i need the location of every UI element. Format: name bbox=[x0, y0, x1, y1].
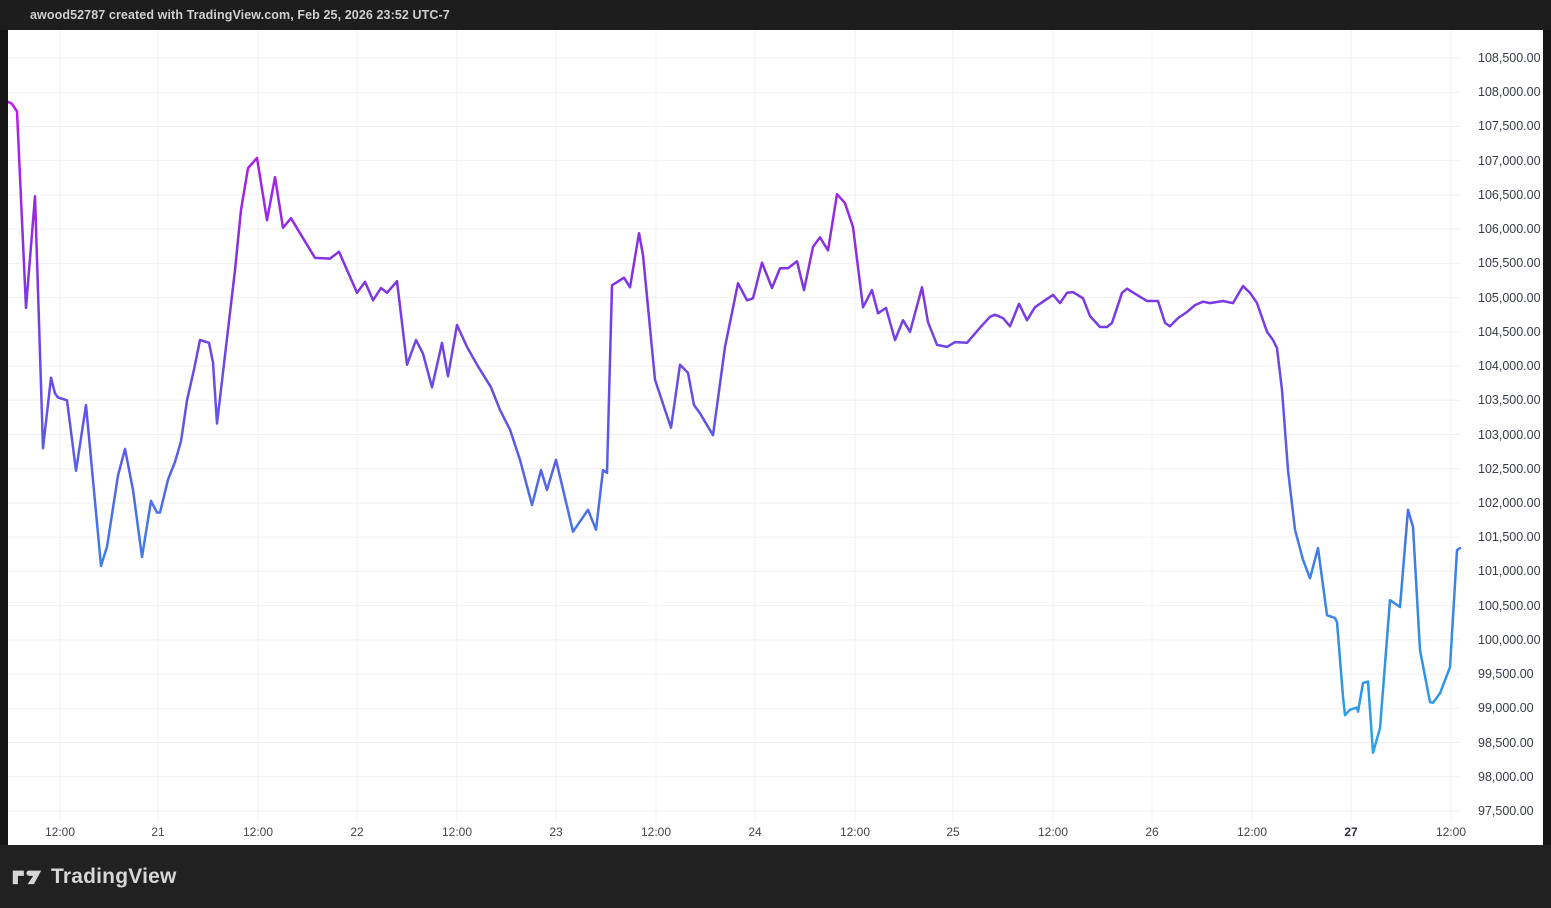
price-axis-label: 99,500.00 bbox=[1478, 667, 1534, 682]
price-axis-label: 102,000.00 bbox=[1478, 495, 1541, 510]
time-axis-label: 25 bbox=[946, 825, 960, 839]
price-axis-label: 104,500.00 bbox=[1478, 324, 1541, 339]
time-axis-label: 23 bbox=[549, 825, 563, 839]
price-axis-label: 108,000.00 bbox=[1478, 85, 1541, 100]
price-axis-label: 103,500.00 bbox=[1478, 393, 1541, 408]
time-axis-label: 24 bbox=[748, 825, 762, 839]
price-axis-label: 97,500.00 bbox=[1478, 804, 1534, 818]
price-axis-label: 100,500.00 bbox=[1478, 598, 1541, 613]
time-axis-label: 12:00 bbox=[242, 825, 274, 839]
price-axis-label: 107,500.00 bbox=[1478, 119, 1541, 134]
price-axis-label: 108,500.00 bbox=[1478, 51, 1541, 65]
price-axis-label: 104,000.00 bbox=[1478, 359, 1541, 374]
price-axis-label: 106,500.00 bbox=[1478, 187, 1541, 202]
price-axis-label: 100,000.00 bbox=[1478, 632, 1541, 647]
attribution-text: awood52787 created with TradingView.com,… bbox=[30, 8, 450, 22]
left-border bbox=[0, 30, 8, 845]
right-border bbox=[1543, 30, 1551, 845]
tradingview-logo-icon bbox=[12, 870, 42, 884]
price-axis-label: 105,500.00 bbox=[1478, 256, 1541, 271]
price-axis-label: 101,000.00 bbox=[1478, 564, 1541, 579]
time-axis-label: 27 bbox=[1344, 825, 1358, 839]
time-axis-label: 12:00 bbox=[441, 825, 473, 839]
time-axis-label: 12:00 bbox=[1236, 825, 1268, 839]
chart-canvas[interactable] bbox=[0, 0, 1551, 845]
attribution-bar: awood52787 created with TradingView.com,… bbox=[0, 0, 1551, 30]
price-axis-label: 101,500.00 bbox=[1478, 530, 1541, 545]
price-axis-label: 102,500.00 bbox=[1478, 461, 1541, 476]
price-axis-label: 105,000.00 bbox=[1478, 290, 1541, 305]
price-axis-label: 98,000.00 bbox=[1478, 769, 1534, 784]
price-axis[interactable]: 108,500.00 108,000.00 107,500.00 107,000.00… bbox=[1460, 30, 1543, 845]
price-axis-label: 99,000.00 bbox=[1478, 701, 1534, 716]
price-axis-label: 103,000.00 bbox=[1478, 427, 1541, 442]
tradingview-brand-text: TradingView bbox=[51, 864, 177, 888]
time-axis-label: 21 bbox=[151, 825, 165, 839]
price-axis-label: 98,500.00 bbox=[1478, 735, 1534, 750]
time-axis-label: 12:00 bbox=[44, 825, 76, 839]
time-axis-label: 12:00 bbox=[1435, 825, 1466, 839]
time-axis-label: 12:00 bbox=[1037, 825, 1069, 839]
price-axis-label: 107,000.00 bbox=[1478, 153, 1541, 168]
time-axis[interactable]: 12:00 21 12:00 22 12:00 23 12:00 24 12:00 25 12:00… bbox=[8, 822, 1466, 845]
time-axis-label: 22 bbox=[350, 825, 364, 839]
chart-area[interactable]: 108,500.00 108,000.00 107,500.00 107,000.00… bbox=[6, 30, 1543, 845]
price-axis-label: 106,000.00 bbox=[1478, 222, 1541, 237]
time-axis-label: 12:00 bbox=[839, 825, 871, 839]
footer-bar: TradingView bbox=[0, 845, 1551, 908]
price-line-series bbox=[6, 100, 1462, 755]
time-axis-label: 12:00 bbox=[640, 825, 672, 839]
time-axis-label: 26 bbox=[1145, 825, 1159, 839]
